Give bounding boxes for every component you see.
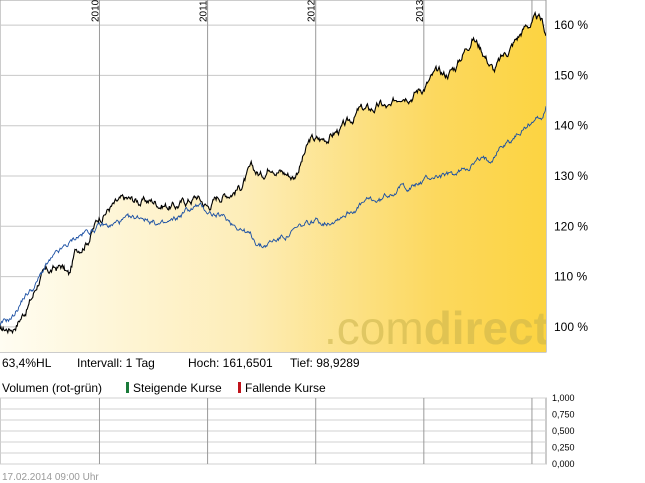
performance-label: 63,4%HL <box>2 356 52 370</box>
volume-tick-label: 0,250 <box>552 443 575 453</box>
y-axis: 100 % 110 % 120 % 130 % 140 % 150 % 160 % <box>554 18 588 334</box>
x-year-label: 2013 <box>415 0 426 22</box>
x-year-label: 2012 <box>307 0 318 22</box>
x-axis-years: 2010 2011 2012 2013 <box>90 0 425 22</box>
volume-tick-label: 0,500 <box>552 426 575 436</box>
y-tick-label: 110 % <box>554 270 587 284</box>
info-row: 63,4%HL Intervall: 1 Tag Hoch: 161,6501 … <box>2 356 360 370</box>
high-label: Hoch: 161,6501 <box>188 356 273 370</box>
falling-label: Fallende Kurse <box>245 381 326 395</box>
volume-tick-label: 0,750 <box>552 410 575 420</box>
y-tick-label: 100 % <box>554 320 588 334</box>
svg-text:.comdirect: .comdirect <box>324 302 549 354</box>
interval-label: Intervall: 1 Tag <box>77 356 155 370</box>
x-year-label: 2010 <box>90 0 101 22</box>
x-year-label: 2011 <box>199 0 210 22</box>
series-lines <box>0 10 546 335</box>
rising-swatch <box>126 382 129 393</box>
volume-title: Volumen (rot-grün) <box>2 381 102 395</box>
volume-tick-label: 1,000 <box>552 393 575 403</box>
falling-swatch <box>238 382 241 393</box>
low-label: Tief: 98,9289 <box>290 356 360 370</box>
volume-grid <box>0 397 546 465</box>
comdirect-watermark: .comdirect <box>324 302 549 354</box>
series-line-2 <box>0 106 546 326</box>
volume-axis: 1,000 0,750 0,500 0,250 0,000 <box>552 393 575 469</box>
y-tick-label: 150 % <box>554 68 588 82</box>
y-tick-label: 120 % <box>554 219 588 233</box>
y-tick-label: 160 % <box>554 18 588 32</box>
price-area-fill <box>0 12 546 352</box>
y-tick-label: 140 % <box>554 119 588 133</box>
timestamp: 17.02.2014 09:00 Uhr <box>2 472 99 483</box>
volume-legend: Volumen (rot-grün) Steigende Kurse Falle… <box>2 381 326 395</box>
y-tick-label: 130 % <box>554 169 588 183</box>
series-line-1 <box>0 10 546 335</box>
volume-tick-label: 0,000 <box>552 459 575 469</box>
rising-label: Steigende Kurse <box>133 381 222 395</box>
